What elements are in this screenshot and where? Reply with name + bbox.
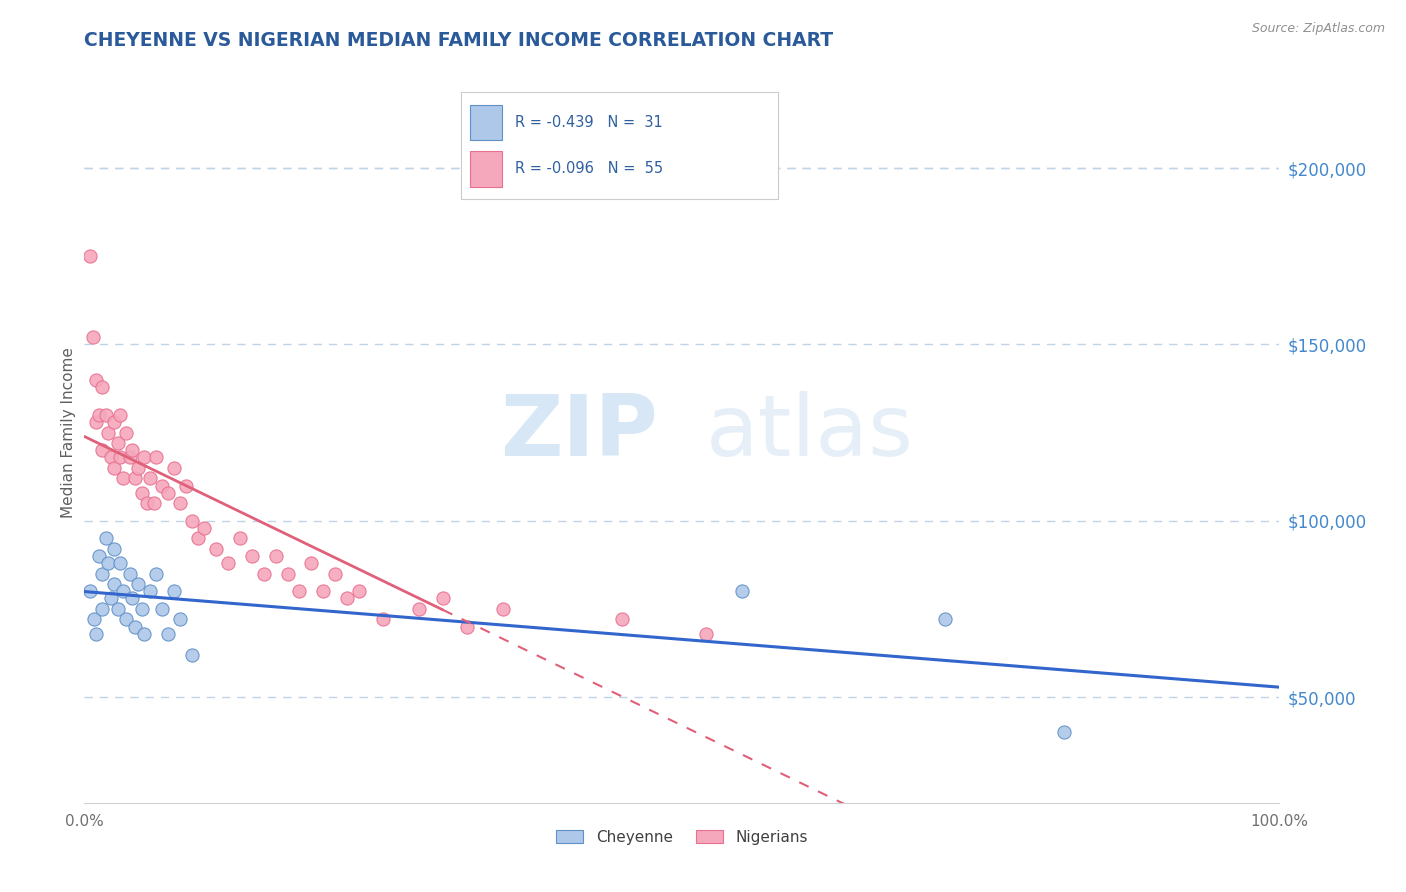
Point [124, 619, 146, 633]
Point [181, 514, 204, 528]
Point [1053, 725, 1076, 739]
Point [115, 425, 138, 440]
Point [336, 591, 359, 606]
Point [94, 408, 117, 422]
Point [150, 478, 173, 492]
Point [111, 584, 134, 599]
Point [456, 619, 478, 633]
Point [79, 584, 101, 599]
Legend: Cheyenne, Nigerians: Cheyenne, Nigerians [550, 823, 814, 851]
Point [87, 549, 110, 563]
Point [86, 415, 108, 429]
Point [695, 626, 717, 640]
Text: ZIP: ZIP [501, 391, 658, 475]
Point [91, 380, 114, 394]
Point [132, 450, 156, 465]
Point [277, 566, 299, 581]
Point [145, 566, 167, 581]
Point [432, 591, 454, 606]
Text: Source: ZipAtlas.com: Source: ZipAtlas.com [1251, 22, 1385, 36]
Point [103, 415, 125, 429]
Point [253, 566, 276, 581]
Point [264, 549, 287, 563]
Point [110, 450, 132, 465]
Point [193, 521, 215, 535]
Point [373, 612, 395, 626]
Point [86, 626, 108, 640]
Point [132, 626, 156, 640]
Point [217, 556, 239, 570]
Point [325, 566, 347, 581]
Point [205, 541, 228, 556]
Point [115, 612, 138, 626]
Point [107, 436, 129, 450]
Point [91, 566, 114, 581]
Point [110, 556, 132, 570]
Point [100, 591, 122, 606]
Point [731, 584, 754, 599]
Point [139, 584, 162, 599]
Point [187, 532, 209, 546]
Point [97, 425, 120, 440]
Point [181, 648, 204, 662]
Point [103, 577, 125, 591]
Point [240, 549, 263, 563]
Point [229, 532, 252, 546]
Point [83, 612, 105, 626]
Point [111, 471, 134, 485]
Point [169, 496, 191, 510]
Point [288, 584, 311, 599]
Point [142, 496, 165, 510]
Point [91, 443, 114, 458]
Y-axis label: Median Family Income: Median Family Income [60, 347, 76, 518]
Point [82, 330, 104, 344]
Point [97, 556, 120, 570]
Text: CHEYENNE VS NIGERIAN MEDIAN FAMILY INCOME CORRELATION CHART: CHEYENNE VS NIGERIAN MEDIAN FAMILY INCOM… [84, 30, 834, 50]
Point [163, 461, 186, 475]
Point [103, 461, 125, 475]
Point [135, 496, 157, 510]
Point [163, 584, 186, 599]
Point [103, 541, 125, 556]
Point [492, 602, 515, 616]
Point [169, 612, 191, 626]
Point [408, 602, 430, 616]
Point [110, 408, 132, 422]
Point [127, 577, 149, 591]
Point [107, 602, 129, 616]
Point [121, 443, 143, 458]
Point [174, 478, 197, 492]
Point [94, 532, 117, 546]
Point [100, 450, 122, 465]
Point [139, 471, 162, 485]
Point [934, 612, 956, 626]
Text: atlas: atlas [706, 391, 914, 475]
Point [131, 485, 153, 500]
Point [157, 626, 180, 640]
Point [91, 602, 114, 616]
Point [79, 249, 101, 263]
Point [349, 584, 371, 599]
Point [301, 556, 323, 570]
Point [121, 591, 143, 606]
Point [87, 408, 110, 422]
Point [118, 566, 141, 581]
Point [157, 485, 180, 500]
Point [150, 602, 173, 616]
Point [127, 461, 149, 475]
Point [124, 471, 146, 485]
Point [612, 612, 634, 626]
Point [118, 450, 141, 465]
Point [131, 602, 153, 616]
Point [145, 450, 167, 465]
Point [86, 373, 108, 387]
Point [312, 584, 335, 599]
